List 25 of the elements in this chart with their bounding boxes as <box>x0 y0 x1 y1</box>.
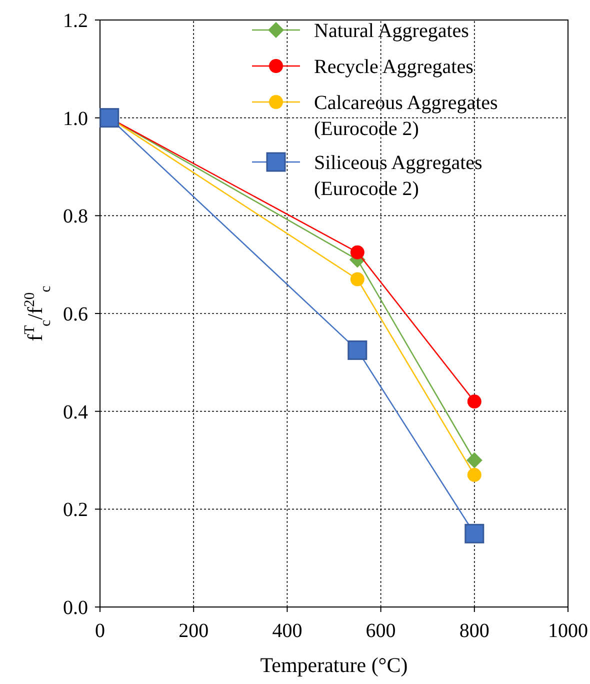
x-axis-title: Temperature (°C) <box>260 653 408 677</box>
x-tick-label: 1000 <box>548 620 588 642</box>
x-tick-label: 400 <box>272 620 302 642</box>
point <box>464 524 484 544</box>
y-tick-label: 1.2 <box>63 10 88 32</box>
point <box>350 272 364 286</box>
x-tick-label: 600 <box>366 620 396 642</box>
legend-label: Recycle Aggregates <box>314 56 474 78</box>
y-tick-label: 0.8 <box>63 206 88 228</box>
y-tick-label: 0.0 <box>63 597 88 619</box>
x-tick-label: 800 <box>459 620 490 642</box>
point <box>467 468 482 482</box>
legend-label: Natural Aggregates <box>314 20 470 42</box>
legend-label: Calcareous Aggregates (Eurocode 2) <box>314 92 498 140</box>
y-tick-label: 1.0 <box>63 108 88 130</box>
x-tick-label: 0 <box>95 620 105 642</box>
point <box>348 340 368 360</box>
y-tick-label: 0.6 <box>63 304 88 326</box>
point <box>466 452 482 468</box>
y-tick-label: 0.4 <box>63 401 88 424</box>
point <box>350 245 364 260</box>
y-tick-label: 0.2 <box>63 499 88 522</box>
legend-label: Siliceous Aggregates (Eurocode 2) <box>314 152 483 200</box>
x-tick-label: 200 <box>178 620 209 642</box>
point <box>467 394 482 409</box>
